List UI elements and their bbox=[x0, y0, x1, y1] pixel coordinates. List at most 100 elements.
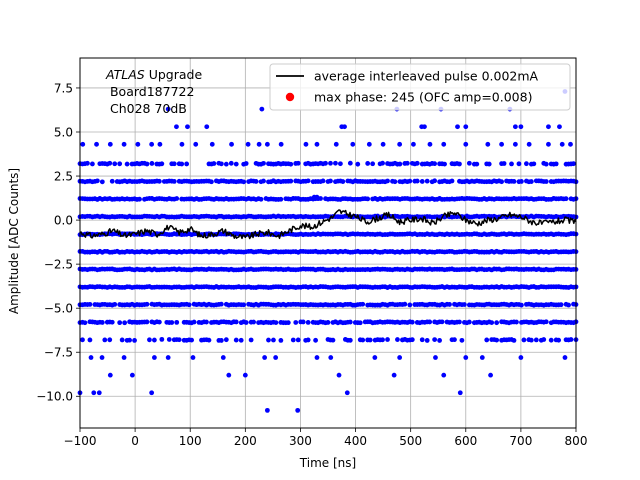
data-point bbox=[179, 161, 185, 167]
data-point bbox=[186, 302, 192, 308]
data-point bbox=[107, 141, 113, 147]
data-point bbox=[397, 141, 403, 147]
data-point bbox=[107, 337, 113, 343]
y-tick-label: 5.0 bbox=[54, 125, 73, 139]
data-point bbox=[91, 390, 97, 396]
data-point bbox=[144, 319, 150, 325]
legend-label-pulse: average interleaved pulse 0.002mA bbox=[314, 69, 539, 84]
data-point bbox=[137, 196, 142, 202]
data-point bbox=[372, 355, 378, 360]
data-point bbox=[179, 141, 185, 147]
annotation: ATLAS Upgrade Board187722 Ch028 70dB bbox=[105, 67, 202, 116]
data-point bbox=[463, 124, 469, 130]
data-point bbox=[256, 141, 262, 147]
data-point bbox=[248, 337, 254, 343]
data-point bbox=[300, 319, 306, 325]
data-point bbox=[512, 141, 518, 147]
y-tick-label: −10.0 bbox=[36, 390, 73, 404]
data-point bbox=[156, 319, 162, 325]
y-tick-label: 0.0 bbox=[54, 213, 73, 227]
data-point bbox=[251, 319, 256, 325]
data-point bbox=[370, 161, 376, 167]
data-point bbox=[295, 160, 301, 166]
data-point bbox=[152, 355, 157, 360]
data-point bbox=[233, 337, 239, 343]
data-point bbox=[366, 141, 372, 147]
data-point bbox=[233, 319, 239, 325]
data-point bbox=[409, 319, 415, 325]
data-point bbox=[531, 161, 537, 167]
data-point bbox=[432, 337, 438, 342]
data-point bbox=[218, 301, 224, 307]
data-point bbox=[479, 355, 485, 360]
data-point bbox=[347, 160, 353, 166]
x-tick-label: 800 bbox=[565, 434, 588, 448]
data-point bbox=[132, 337, 137, 343]
data-point bbox=[165, 355, 171, 360]
data-point bbox=[457, 390, 463, 396]
data-point bbox=[124, 161, 130, 167]
data-point bbox=[303, 141, 309, 147]
data-point bbox=[278, 196, 284, 202]
data-point bbox=[204, 124, 210, 130]
data-point bbox=[330, 337, 336, 343]
x-tick-label: 300 bbox=[289, 434, 312, 448]
data-point bbox=[159, 161, 165, 167]
data-point bbox=[82, 320, 88, 326]
data-point bbox=[117, 320, 123, 326]
data-point bbox=[546, 141, 551, 147]
data-point bbox=[261, 160, 266, 166]
data-point bbox=[365, 196, 371, 202]
data-point bbox=[457, 161, 462, 167]
annotation-atlas: ATLAS bbox=[105, 67, 145, 82]
data-point bbox=[320, 178, 326, 184]
data-point bbox=[571, 161, 576, 167]
data-point bbox=[328, 160, 333, 166]
x-tick-label: 100 bbox=[179, 434, 202, 448]
data-point bbox=[562, 355, 568, 360]
data-point bbox=[414, 160, 420, 166]
data-point bbox=[338, 161, 343, 167]
data-point bbox=[278, 141, 284, 147]
data-point bbox=[367, 337, 373, 343]
data-point bbox=[223, 161, 229, 167]
data-point bbox=[135, 141, 141, 147]
data-point bbox=[112, 161, 118, 167]
data-point bbox=[157, 141, 163, 147]
data-point bbox=[290, 337, 296, 343]
data-point bbox=[516, 161, 522, 167]
data-point bbox=[171, 161, 177, 167]
data-point bbox=[543, 179, 549, 184]
data-point bbox=[328, 178, 333, 184]
x-tick-label: 400 bbox=[344, 434, 367, 448]
data-point bbox=[233, 161, 239, 167]
data-point bbox=[568, 141, 573, 147]
x-axis: −100 0 100 200 300 400 500 600 700 800 bbox=[64, 428, 588, 448]
data-point bbox=[509, 161, 514, 167]
data-point bbox=[402, 301, 408, 307]
data-point bbox=[245, 141, 251, 147]
data-point bbox=[357, 320, 363, 326]
data-point bbox=[441, 141, 447, 147]
data-point bbox=[380, 141, 386, 147]
data-point bbox=[328, 355, 334, 360]
data-point bbox=[486, 161, 492, 167]
data-point bbox=[333, 141, 339, 147]
data-point bbox=[156, 178, 162, 184]
data-point bbox=[165, 106, 171, 112]
data-point bbox=[344, 390, 350, 396]
data-point bbox=[204, 319, 209, 325]
data-point bbox=[94, 141, 99, 147]
data-point bbox=[211, 161, 217, 166]
data-point bbox=[314, 355, 320, 360]
data-point bbox=[452, 337, 457, 343]
data-point bbox=[99, 355, 105, 360]
data-point bbox=[144, 161, 150, 167]
data-point bbox=[447, 302, 452, 307]
data-point bbox=[243, 320, 249, 325]
data-point bbox=[488, 372, 493, 378]
data-point bbox=[285, 320, 291, 326]
data-point bbox=[518, 355, 524, 360]
data-point bbox=[166, 337, 172, 342]
data-point bbox=[518, 124, 524, 130]
